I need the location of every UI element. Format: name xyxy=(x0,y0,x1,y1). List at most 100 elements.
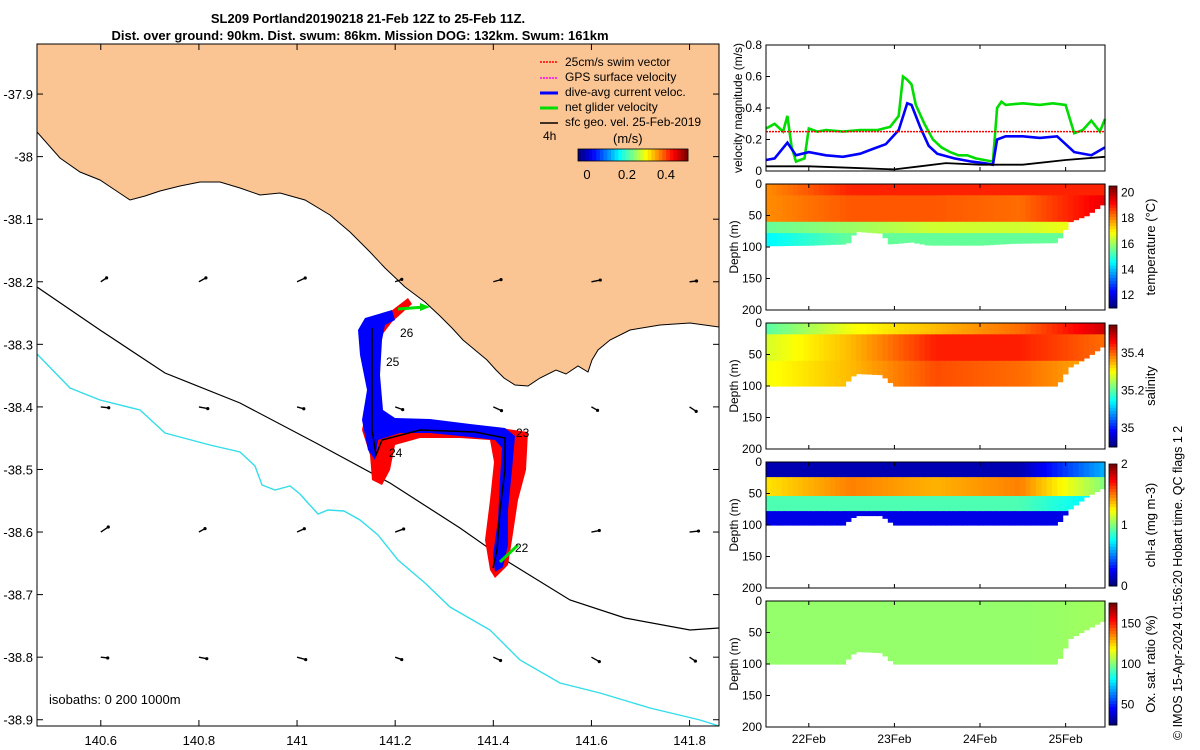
colorbar-cell xyxy=(655,149,659,161)
geo-vector-head xyxy=(694,409,698,413)
map-y-tick-label: -38.9 xyxy=(3,713,33,728)
track-label-24: 24 xyxy=(389,446,403,460)
geo-vector-head xyxy=(303,276,307,280)
colorbar-frame xyxy=(577,148,689,162)
colorbar-cell xyxy=(629,149,634,161)
legend-label-net: net glider velocity xyxy=(565,100,658,114)
geo-vector-head xyxy=(595,408,600,412)
geo-vector-head xyxy=(598,278,602,282)
legend-label-current: dive-avg current veloc. xyxy=(565,85,686,99)
map-x-tick-label: 141.6 xyxy=(575,733,608,748)
colorbar-cell xyxy=(680,149,685,161)
colorbar-cell xyxy=(662,149,667,161)
map-x-tick-label: 140.8 xyxy=(183,733,216,748)
geo-vector-head xyxy=(302,407,306,411)
map-x-tick-label: 141.4 xyxy=(477,733,510,748)
colorbar-cell xyxy=(614,149,619,161)
map-axes: 140.6 140.8 141 141.2 141.4 141.6 141.8 -37.9 -3… xyxy=(3,44,719,748)
track-label-22: 22 xyxy=(515,541,529,555)
colorbar-cell xyxy=(592,149,597,161)
colorbar-cell xyxy=(585,149,590,161)
map-legend: 25cm/s swim vector GPS surface velocity … xyxy=(540,55,701,182)
swim-vector-track xyxy=(362,298,528,578)
geo-vector-head xyxy=(206,406,210,411)
geo-vector-head xyxy=(204,276,208,280)
map-y-tick-label: -38.1 xyxy=(3,212,33,227)
colorbar-cell xyxy=(644,149,648,161)
map-x-tick-label: 141 xyxy=(286,733,308,748)
colorbar-cell xyxy=(673,149,678,161)
geo-vector-head xyxy=(105,276,109,280)
geo-vector-head xyxy=(597,528,601,533)
geo-vector-head xyxy=(696,529,701,533)
geo-vector-head xyxy=(693,659,697,663)
map-y-tick-label: -38.2 xyxy=(3,275,33,290)
glider-path xyxy=(371,328,506,569)
legend-label-swim: 25cm/s swim vector xyxy=(565,55,670,69)
colorbar-cell xyxy=(625,149,630,161)
track-label-26: 26 xyxy=(400,326,414,340)
net-velocity-segment xyxy=(498,543,520,564)
colorbar-cell xyxy=(658,149,663,161)
colorbar-cell xyxy=(622,149,626,161)
map-y-tick-label: -37.9 xyxy=(3,87,33,102)
colorbar-cell xyxy=(633,149,637,161)
colorbar-cell xyxy=(603,149,608,161)
colorbar-cell xyxy=(669,149,674,161)
geo-vector-head xyxy=(106,656,110,660)
colorbar-cell xyxy=(618,149,623,161)
geo-vector-head xyxy=(402,527,406,531)
map-x-tick-label: 140.6 xyxy=(85,733,118,748)
geostrophic-vector-field xyxy=(100,276,701,664)
geo-vector-head xyxy=(106,525,110,529)
geo-vector-head xyxy=(401,408,405,412)
colorbar-unit-label: (m/s) xyxy=(613,131,643,146)
isobath-1000m xyxy=(37,353,719,726)
map-y-tick-label: -38.8 xyxy=(3,650,33,665)
title-line-1: SL209 Portland20190218 21-Feb 12Z to 25-… xyxy=(210,11,526,26)
colorbar-cell xyxy=(607,149,612,161)
geo-vector-head xyxy=(597,659,601,664)
legend-age-label: 4h xyxy=(543,129,556,143)
map-x-tick-label: 141.2 xyxy=(379,733,412,748)
map-y-tick-label: -38.4 xyxy=(3,400,33,415)
map-y-tick-label: -38.7 xyxy=(3,588,33,603)
net-velocity-arrowhead xyxy=(420,303,430,311)
colorbar-cell xyxy=(636,149,641,161)
colorbar-cell xyxy=(640,149,645,161)
colorbar-cell xyxy=(666,149,670,161)
speed-colorbar xyxy=(577,148,689,162)
isobath-200m xyxy=(37,286,719,631)
legend-label-geo: sfc geo. vel. 25-Feb-2019 xyxy=(565,115,701,129)
geo-vector-head xyxy=(498,658,503,663)
footer-credit: © IMOS 15-Apr-2024 01:56:20 Hobart time.… xyxy=(1171,425,1185,740)
current-track xyxy=(358,310,515,572)
colorbar-cell xyxy=(611,149,615,161)
colorbar-cell xyxy=(647,149,652,161)
geo-vector-head xyxy=(694,279,699,283)
isobath-label: isobaths: 0 200 1000m xyxy=(49,692,181,707)
colorbar-cell xyxy=(677,149,681,161)
title-line-2: Dist. over ground: 90km. Dist. swum: 86k… xyxy=(111,28,609,43)
geo-vector-head xyxy=(107,406,111,410)
geo-vector-head xyxy=(205,657,209,661)
geo-vector-head xyxy=(400,657,404,662)
map-y-tick-label: -38.5 xyxy=(3,462,33,477)
map-y-tick-label: -38.6 xyxy=(3,525,33,540)
map-x-tick-label: 141.8 xyxy=(673,733,706,748)
colorbar-cell xyxy=(578,149,582,161)
colorbar-cell xyxy=(600,149,604,161)
glider-track xyxy=(358,298,528,578)
track-label-25: 25 xyxy=(386,355,400,369)
colorbar-cell xyxy=(596,149,601,161)
map-y-tick-label: -38 xyxy=(14,150,33,165)
colorbar-cell xyxy=(581,149,586,161)
map-y-tick-label: -38.3 xyxy=(3,337,33,352)
geo-vector-head xyxy=(203,527,207,531)
colorbar-tick-0: 0 xyxy=(583,167,590,182)
geo-vector-head xyxy=(302,527,306,531)
colorbar-tick-0-4: 0.4 xyxy=(657,167,675,182)
colorbar-cell xyxy=(684,149,689,161)
geo-vector-head xyxy=(499,409,504,413)
